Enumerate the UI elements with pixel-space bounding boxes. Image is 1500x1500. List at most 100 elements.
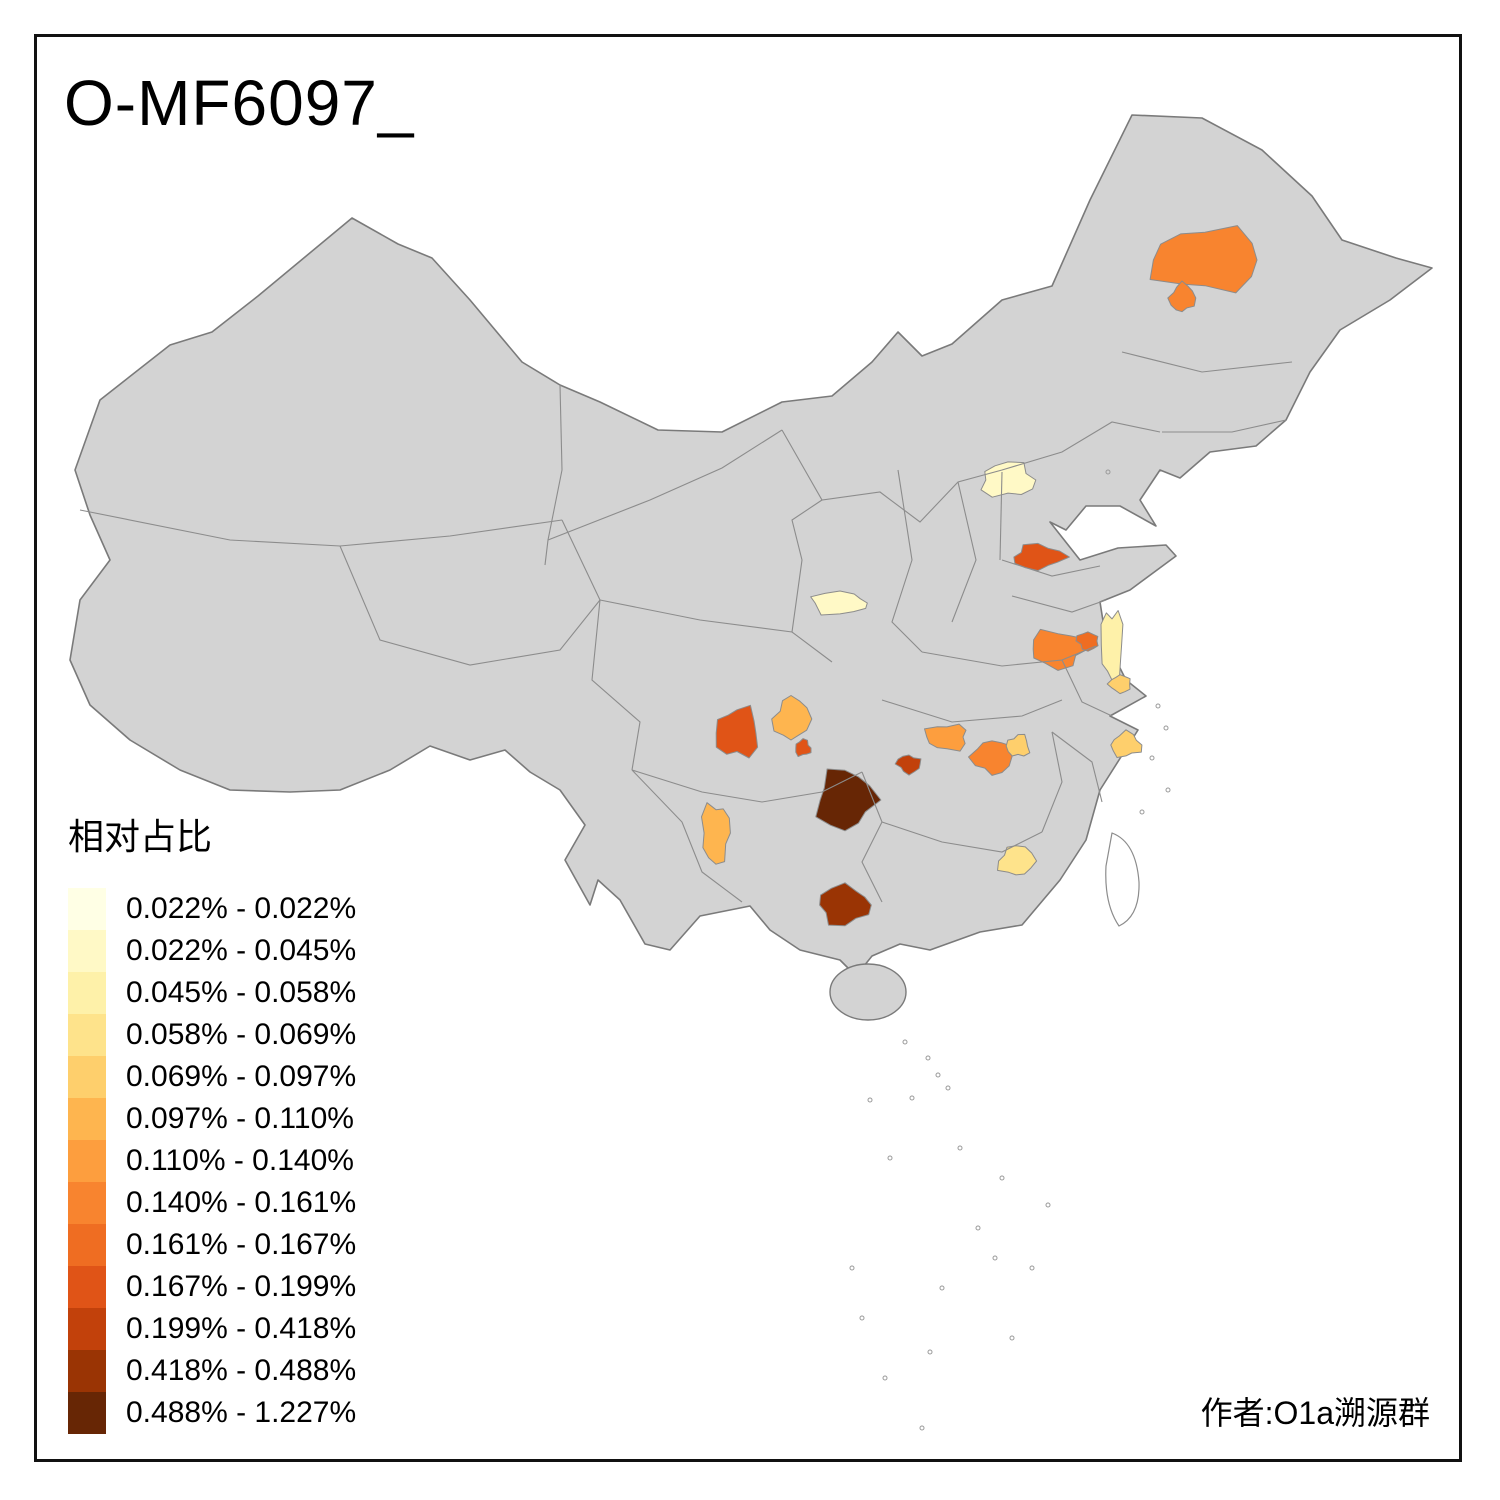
map-region-harbin-south-tail: [1167, 280, 1197, 313]
legend-swatch: [68, 1350, 106, 1392]
province-border-line: [1011, 595, 1107, 613]
map-region-sichuan-west: [715, 704, 759, 759]
choropleth-regions: [701, 225, 1258, 927]
legend-item: 0.045% - 0.058%: [68, 972, 488, 1014]
map-region-guizhou: [815, 768, 882, 832]
island-mark: [849, 1265, 855, 1271]
legend-swatch: [68, 972, 106, 1014]
island-mark: [939, 1285, 945, 1291]
map-region-hubei-dark: [894, 754, 922, 776]
legend-swatch: [68, 1266, 106, 1308]
legend-label: 0.161% - 0.167%: [126, 1228, 357, 1261]
legend-items: 0.022% - 0.022% 0.022% - 0.045% 0.045% - 0…: [68, 888, 488, 1434]
taiwan-island: [1105, 832, 1140, 927]
legend-swatch: [68, 1098, 106, 1140]
legend-item: 0.069% - 0.097%: [68, 1056, 488, 1098]
map-region-guangdong-north: [997, 845, 1038, 876]
island-mark: [1045, 1202, 1051, 1208]
province-border-line: [891, 469, 923, 653]
province-border-line: [881, 699, 1063, 723]
island-mark: [925, 1055, 931, 1061]
province-border-line: [339, 545, 601, 666]
map-region-guangxi: [819, 882, 872, 927]
province-border-line: [951, 481, 977, 623]
map-region-hunan-light: [1005, 733, 1031, 757]
island-mark: [882, 1375, 888, 1381]
island-mark: [999, 1175, 1005, 1181]
island-mark: [867, 1097, 873, 1103]
legend-item: 0.058% - 0.069%: [68, 1014, 488, 1056]
province-border-line: [561, 519, 641, 771]
island-marks: [849, 469, 1171, 1431]
province-border-line: [1162, 419, 1287, 433]
legend-swatch: [68, 1308, 106, 1350]
legend-item: 0.418% - 0.488%: [68, 1350, 488, 1392]
province-border-line: [921, 645, 1097, 667]
island-mark: [1139, 809, 1145, 815]
legend-swatch: [68, 1392, 106, 1434]
island-mark: [1009, 1335, 1015, 1341]
province-border-line: [1121, 351, 1293, 373]
legend-swatch: [68, 888, 106, 930]
hainan-island: [829, 963, 907, 1021]
legend-item: 0.097% - 0.110%: [68, 1098, 488, 1140]
legend-label: 0.069% - 0.097%: [126, 1060, 357, 1093]
island-mark: [1163, 725, 1169, 731]
map-region-beijing: [980, 461, 1037, 498]
legend-label: 0.022% - 0.045%: [126, 934, 357, 967]
legend-label: 0.418% - 0.488%: [126, 1354, 357, 1387]
island-mark: [992, 1255, 998, 1261]
legend-label: 0.097% - 0.110%: [126, 1102, 354, 1135]
island-mark: [909, 1095, 915, 1101]
province-border-line: [599, 599, 833, 663]
island-mark: [935, 1072, 941, 1078]
map-region-sichuan-east: [771, 695, 813, 741]
legend-item: 0.167% - 0.199%: [68, 1266, 488, 1308]
map-region-hunan-north: [924, 723, 967, 752]
province-border-line: [881, 821, 1043, 853]
map-region-shaanxi-south: [810, 590, 868, 616]
island-mark: [957, 1145, 963, 1151]
province-border-line: [631, 769, 863, 803]
legend-item: 0.161% - 0.167%: [68, 1224, 488, 1266]
province-border-line: [547, 429, 783, 541]
province-border-line: [791, 499, 823, 633]
province-border-line: [999, 471, 1003, 561]
author-credit: 作者:O1a溯源群: [1200, 1395, 1430, 1431]
island-mark: [927, 1349, 933, 1355]
legend-label: 0.140% - 0.161%: [126, 1186, 357, 1219]
island-mark: [859, 1315, 865, 1321]
island-mark: [1149, 755, 1155, 761]
legend: 相对占比 0.022% - 0.022% 0.022% - 0.045% 0.045…: [68, 808, 488, 1434]
legend-title: 相对占比: [68, 816, 213, 857]
legend-label: 0.199% - 0.418%: [126, 1312, 357, 1345]
legend-swatch: [68, 1014, 106, 1056]
province-border-line: [544, 384, 563, 566]
legend-item: 0.022% - 0.045%: [68, 930, 488, 972]
map-region-anhui-north-east: [1075, 631, 1099, 652]
legend-swatch: [68, 930, 106, 972]
legend-label: 0.110% - 0.140%: [126, 1144, 354, 1177]
map-region-zhejiang: [1110, 729, 1143, 758]
province-border-line: [1001, 559, 1101, 577]
china-mainland: [69, 114, 1433, 977]
map-region-jiangsu-south: [1106, 674, 1131, 695]
island-mark: [1029, 1265, 1035, 1271]
legend-item: 0.022% - 0.022%: [68, 888, 488, 930]
legend-swatch: [68, 1140, 106, 1182]
legend-item: 0.488% - 1.227%: [68, 1392, 488, 1434]
map-region-heilongjiang-harbin: [1149, 225, 1258, 294]
island-mark: [919, 1425, 925, 1431]
legend-swatch: [68, 1224, 106, 1266]
island-mark: [1105, 469, 1111, 475]
base-geography: [69, 114, 1433, 1021]
map-region-chongqing-dot: [795, 738, 812, 757]
island-mark: [945, 1085, 951, 1091]
province-border-line: [1041, 731, 1063, 833]
province-border-line: [631, 769, 743, 903]
legend-label: 0.045% - 0.058%: [126, 976, 357, 1009]
province-border-line: [1061, 659, 1113, 717]
island-mark: [975, 1225, 981, 1231]
